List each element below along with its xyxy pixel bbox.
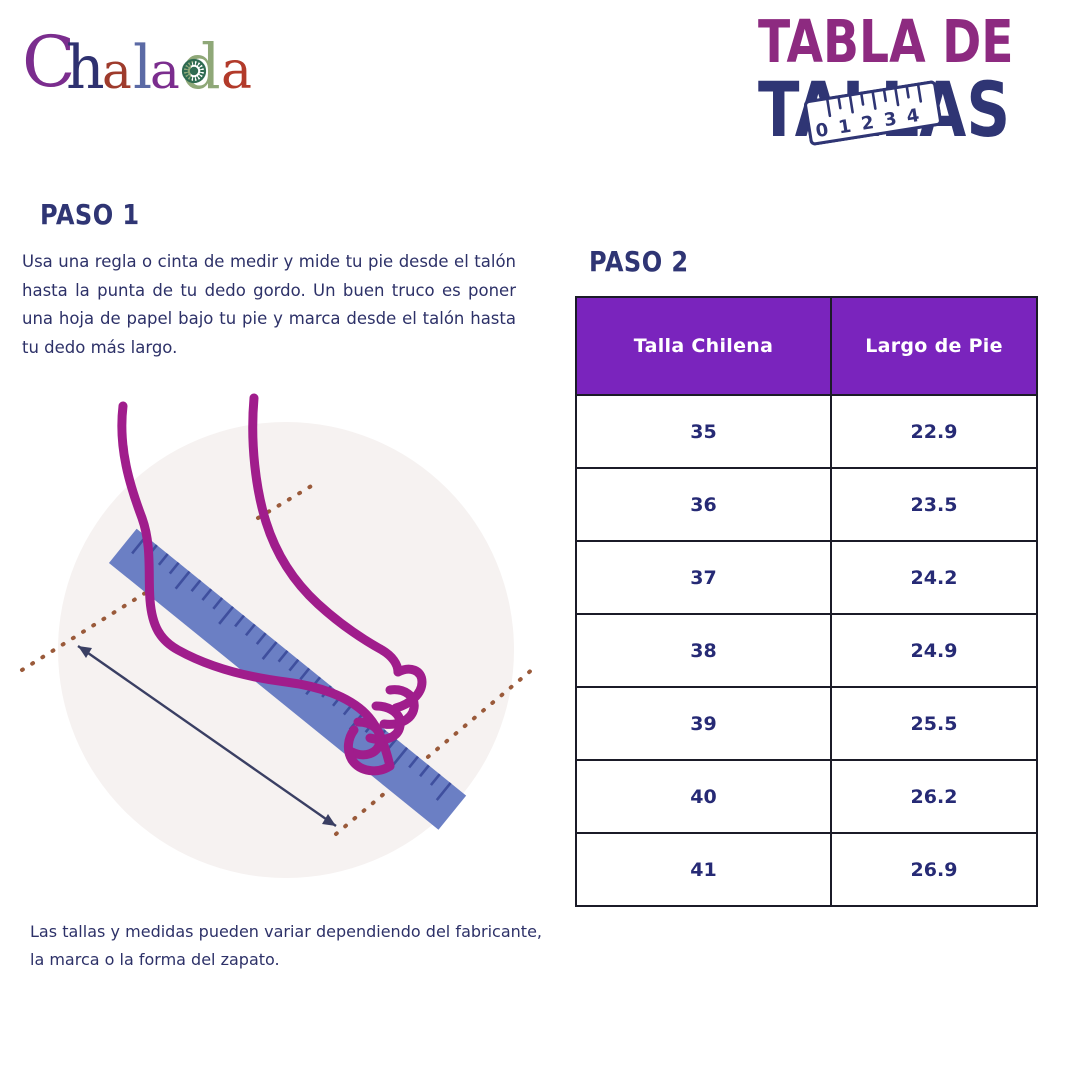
disclaimer-text: Las tallas y medidas pueden variar depen… bbox=[30, 922, 542, 969]
table-row: 35 22.9 bbox=[575, 394, 1038, 469]
table-row: 36 23.5 bbox=[575, 467, 1038, 542]
size-chart-table: Talla Chilena Largo de Pie 35 22.9 36 23… bbox=[575, 296, 1038, 907]
svg-text:C: C bbox=[22, 24, 76, 102]
svg-text:3: 3 bbox=[882, 109, 898, 132]
svg-text:4: 4 bbox=[905, 105, 921, 128]
table-row: 38 24.9 bbox=[575, 613, 1038, 688]
cell-talla: 40 bbox=[575, 759, 832, 834]
table-row: 39 25.5 bbox=[575, 686, 1038, 761]
table-row: 37 24.2 bbox=[575, 540, 1038, 615]
table-row: 40 26.2 bbox=[575, 759, 1038, 834]
table-row: 41 26.9 bbox=[575, 832, 1038, 907]
step-1-heading: PASO 1 bbox=[40, 198, 140, 231]
cell-talla: 38 bbox=[575, 613, 832, 688]
header-title: TABLA DE TALLAS 0 1 2 3 4 bbox=[728, 7, 1028, 194]
svg-text:0: 0 bbox=[814, 119, 830, 142]
svg-text:2: 2 bbox=[860, 112, 876, 135]
brand-logo: C h a l a d a bbox=[22, 24, 282, 102]
column-header-largo-de-pie: Largo de Pie bbox=[830, 296, 1038, 396]
foot-outline bbox=[117, 393, 427, 776]
cell-largo: 25.5 bbox=[830, 686, 1038, 761]
step-2-heading: PASO 2 bbox=[589, 245, 689, 278]
title-line-tabla-de: TABLA DE bbox=[758, 7, 1014, 76]
mandala-flower-icon bbox=[181, 58, 207, 84]
svg-text:d: d bbox=[181, 30, 221, 102]
svg-text:h: h bbox=[66, 33, 105, 102]
ruler-badge-icon: 0 1 2 3 4 bbox=[803, 80, 943, 146]
svg-text:a: a bbox=[102, 42, 132, 100]
cell-talla: 36 bbox=[575, 467, 832, 542]
toe-guide-line bbox=[334, 666, 536, 836]
cell-largo: 22.9 bbox=[830, 394, 1038, 469]
cell-largo: 26.9 bbox=[830, 832, 1038, 907]
cell-talla: 37 bbox=[575, 540, 832, 615]
cell-largo: 24.2 bbox=[830, 540, 1038, 615]
cell-largo: 26.2 bbox=[830, 759, 1038, 834]
svg-text:a: a bbox=[221, 41, 252, 101]
svg-text:1: 1 bbox=[837, 116, 853, 139]
svg-text:l: l bbox=[133, 33, 152, 102]
foot-measurement-illustration bbox=[18, 378, 546, 906]
table-header-row: Talla Chilena Largo de Pie bbox=[575, 296, 1038, 396]
column-header-talla-chilena: Talla Chilena bbox=[575, 296, 832, 396]
cell-talla: 35 bbox=[575, 394, 832, 469]
cell-largo: 24.9 bbox=[830, 613, 1038, 688]
heel-guide-line bbox=[20, 588, 152, 672]
svg-text:a: a bbox=[150, 42, 180, 100]
cell-talla: 41 bbox=[575, 832, 832, 907]
cell-largo: 23.5 bbox=[830, 467, 1038, 542]
ankle-guide-line bbox=[256, 480, 320, 520]
step-1-text: Usa una regla o cinta de medir y mide tu… bbox=[22, 252, 516, 358]
measurement-arrow bbox=[77, 645, 337, 827]
cell-talla: 39 bbox=[575, 686, 832, 761]
